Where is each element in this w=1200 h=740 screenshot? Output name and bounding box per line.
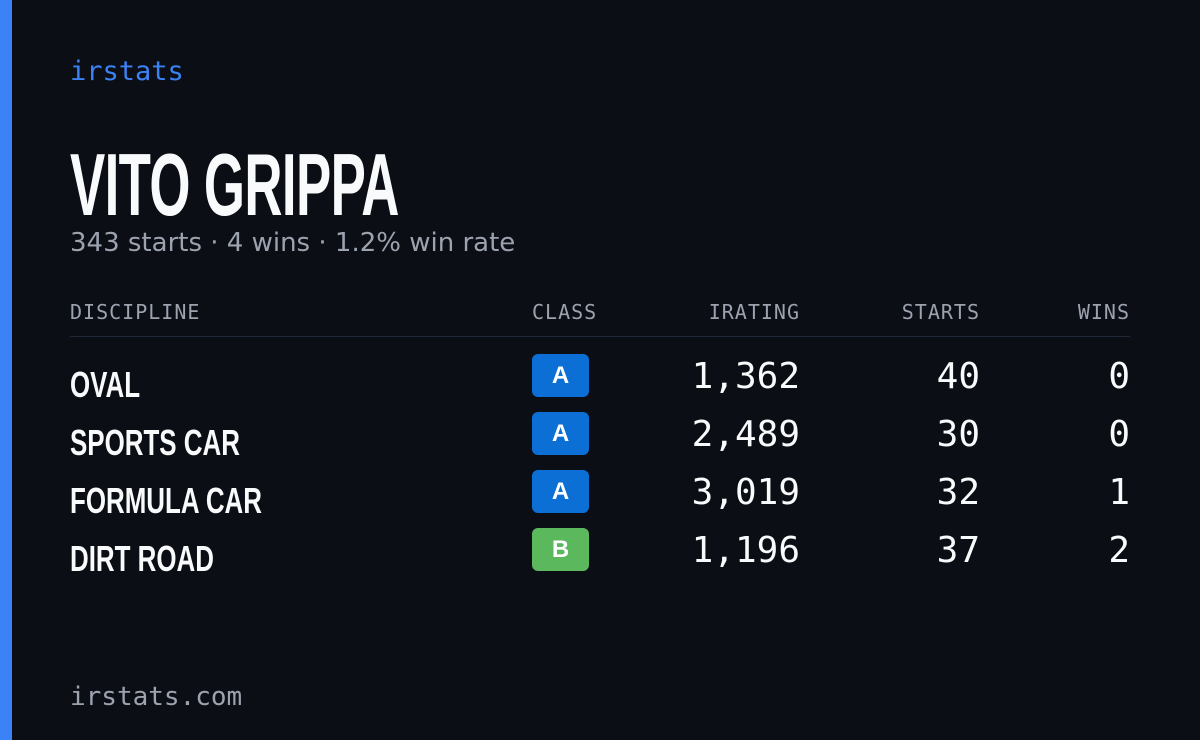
irating: 2,489 xyxy=(691,414,800,455)
starts: 40 xyxy=(936,356,980,397)
column-header: IRATING xyxy=(708,300,800,324)
column-header: DISCIPLINE xyxy=(70,300,201,324)
column-header: CLASS xyxy=(532,300,598,324)
discipline: FORMULA CAR xyxy=(70,480,262,521)
divider xyxy=(70,336,1130,337)
accent-bar xyxy=(0,0,12,740)
driver-summary: 343 starts · 4 wins · 1.2% win rate xyxy=(70,228,516,258)
starts: 37 xyxy=(936,530,980,571)
class-badge: A xyxy=(532,470,589,513)
class-badge: A xyxy=(532,354,589,397)
brand: irstats xyxy=(70,56,184,87)
driver-name: VITO GRIPPA xyxy=(70,135,399,234)
column-header: STARTS xyxy=(901,300,980,324)
wins: 0 xyxy=(1108,414,1130,455)
discipline: DIRT ROAD xyxy=(70,538,214,579)
column-header: WINS xyxy=(1077,300,1130,324)
class-badge: B xyxy=(532,528,589,571)
wins: 0 xyxy=(1108,356,1130,397)
discipline: OVAL xyxy=(70,364,141,405)
irating: 1,196 xyxy=(691,530,800,571)
discipline: SPORTS CAR xyxy=(70,422,240,463)
footer: irstats.com xyxy=(70,682,243,712)
wins: 1 xyxy=(1108,472,1130,513)
starts: 32 xyxy=(936,472,980,513)
irating: 1,362 xyxy=(691,356,800,397)
wins: 2 xyxy=(1108,530,1130,571)
irating: 3,019 xyxy=(691,472,800,513)
class-badge: A xyxy=(532,412,589,455)
starts: 30 xyxy=(936,414,980,455)
